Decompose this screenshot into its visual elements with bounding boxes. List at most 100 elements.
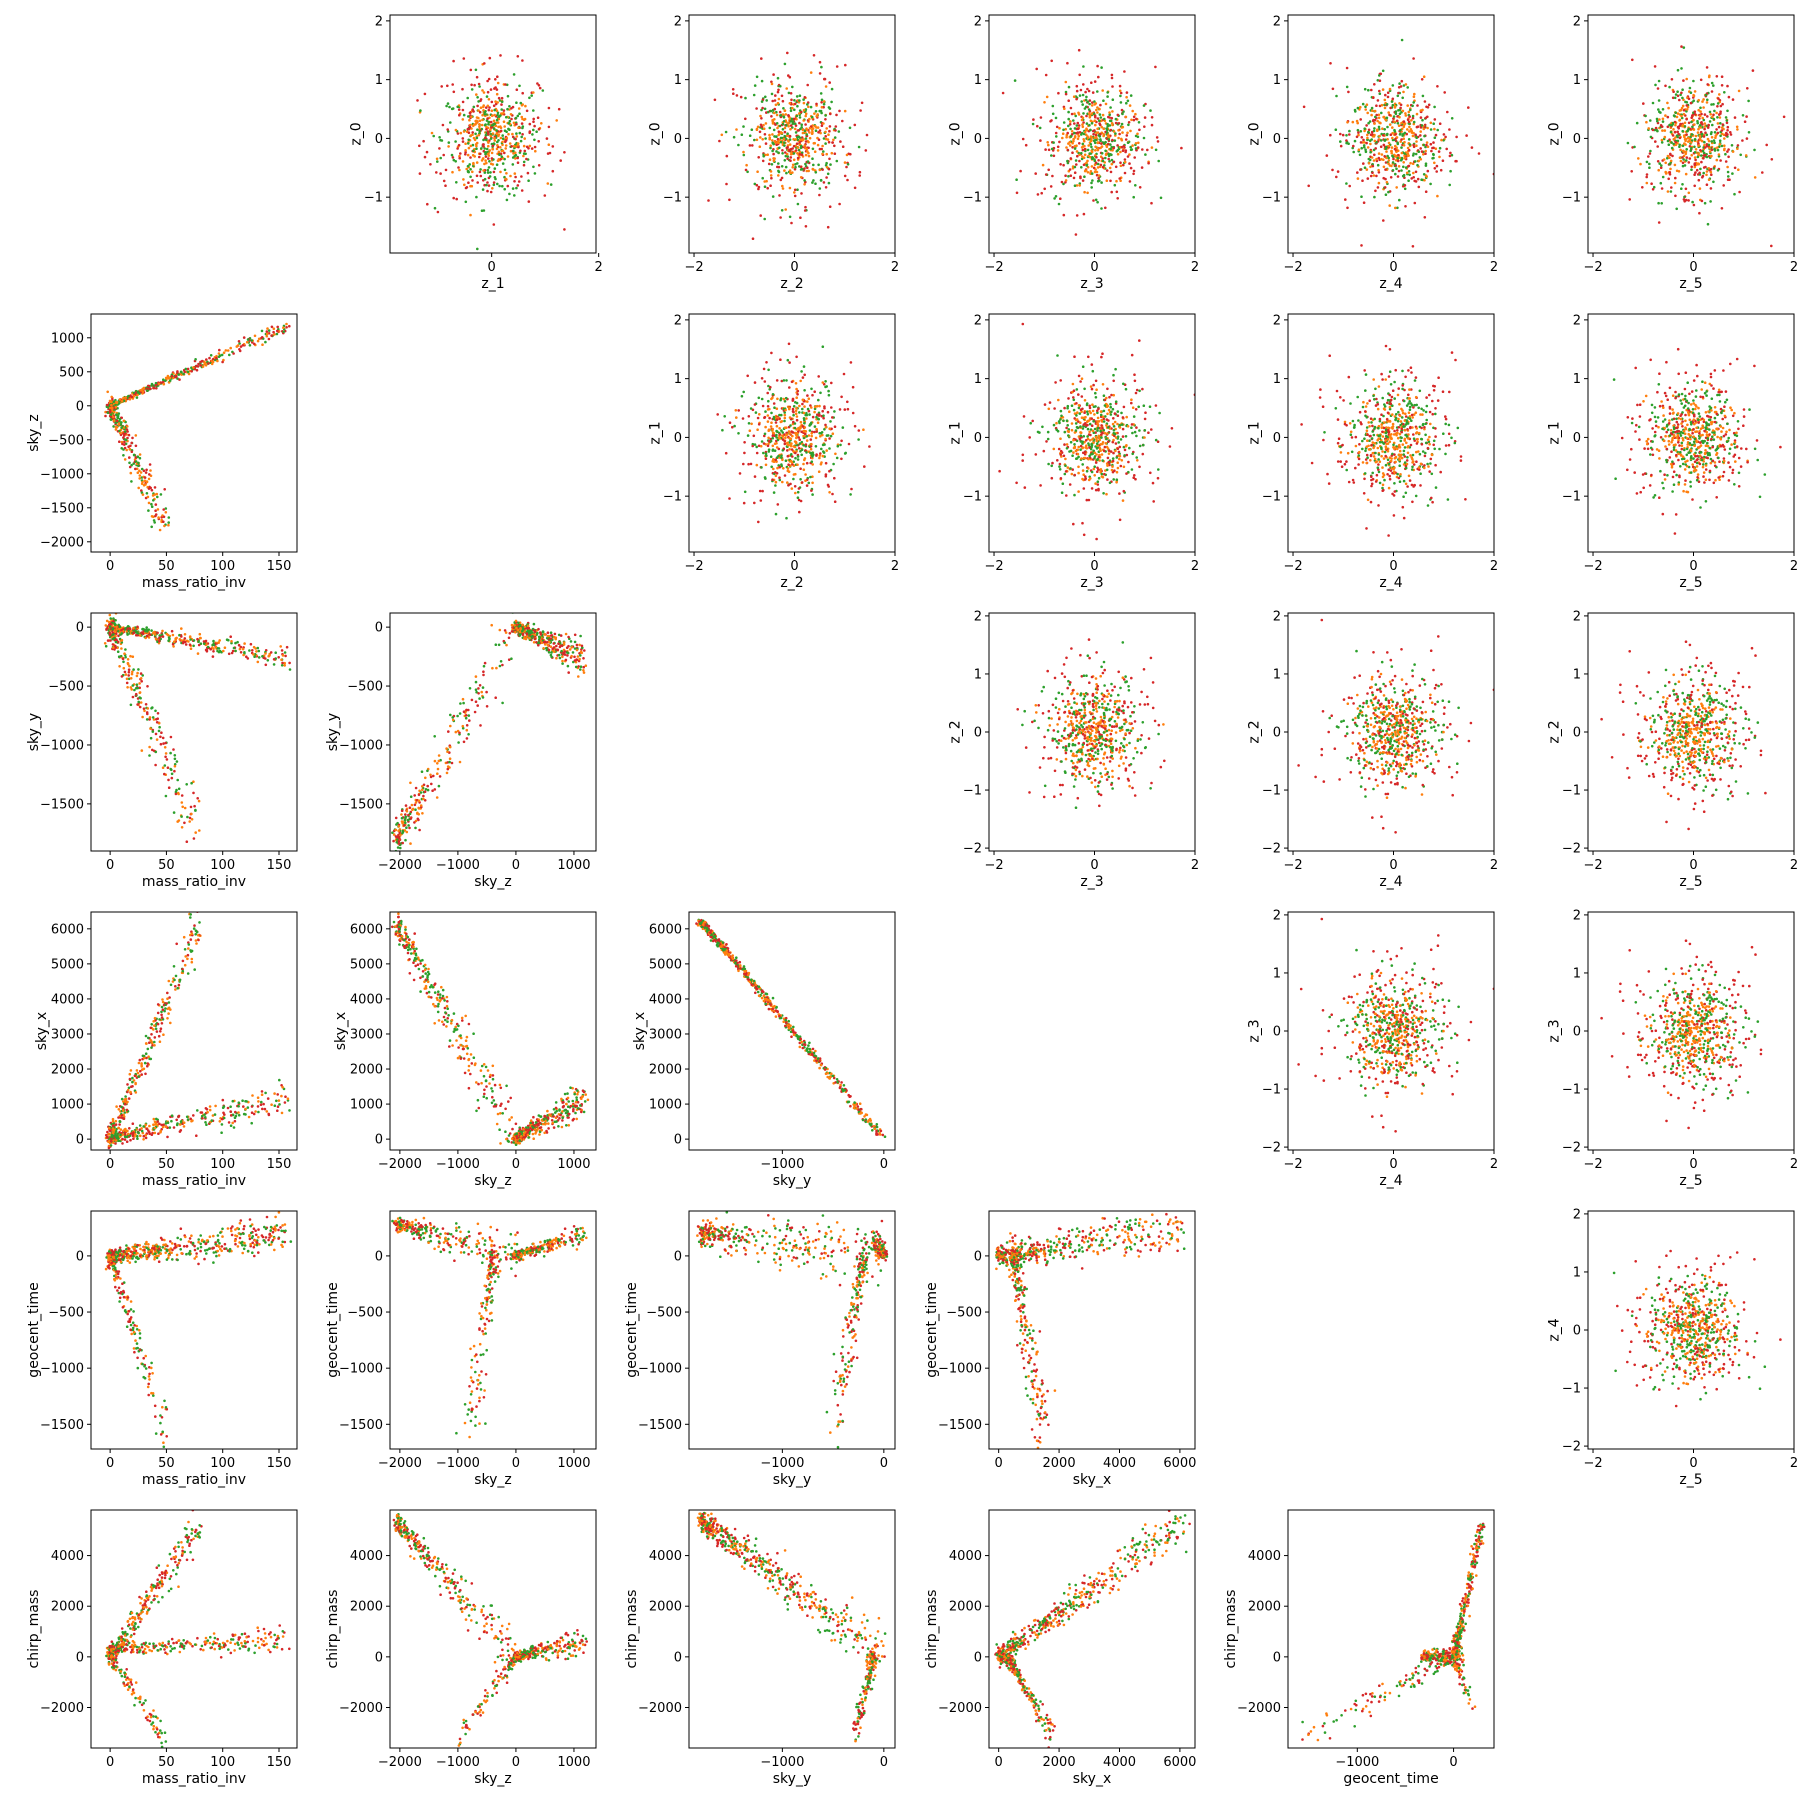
data-point [134,467,137,471]
data-point [1130,426,1133,430]
data-point [771,448,775,452]
data-point [496,144,499,147]
data-point [1403,131,1407,135]
data-point [833,152,837,155]
data-point [784,436,787,440]
data-point [773,406,776,410]
data-point [1088,102,1091,106]
data-point [818,456,821,460]
data-point [1670,123,1674,127]
data-point [1105,169,1109,172]
data-point [1091,179,1094,182]
data-point [902,433,905,436]
data-point [1661,117,1665,121]
data-point [505,136,509,140]
data-point [781,152,784,155]
data-point [1731,150,1735,153]
data-point [1683,125,1687,128]
data-point [490,157,494,160]
data-point [1050,154,1053,157]
data-point [765,454,768,458]
data-point [1105,179,1109,182]
data-point [755,183,759,187]
data-point [444,168,448,172]
data-point [772,491,776,494]
data-point [112,415,115,419]
data-point [837,130,841,133]
data-point [818,193,821,197]
data-point [1712,117,1716,121]
data-point [1398,112,1402,116]
data-point [1040,191,1043,195]
data-point [1417,185,1421,189]
data-point [763,185,767,188]
data-point [772,152,775,156]
data-point [490,100,494,104]
data-point [1086,87,1089,91]
data-point [1128,446,1131,450]
data-point [496,121,500,124]
data-point [1690,120,1693,124]
data-point [815,115,818,118]
data-point [1111,85,1114,88]
data-point [1651,128,1655,132]
data-point [776,438,780,442]
data-point [1693,165,1697,169]
data-point [1678,98,1681,102]
data-point [176,370,179,373]
data-point [789,482,792,486]
data-point [1637,157,1640,160]
data-point [817,470,821,474]
data-point [162,378,165,382]
data-point [812,168,815,171]
data-point [512,121,516,125]
data-point [1353,108,1357,112]
data-point [1412,95,1416,98]
data-point [1075,89,1079,93]
data-point [164,379,167,383]
data-point [811,147,815,151]
x-tick-label: −2 [1283,260,1302,275]
data-point [1109,413,1113,416]
data-point [833,476,836,480]
data-point [1745,137,1749,140]
data-point [1075,150,1079,153]
data-point [516,156,519,160]
y-tick-label: −2000 [40,535,84,550]
data-point [1395,119,1399,123]
data-point [1712,167,1716,170]
data-point [770,82,774,86]
data-point [1693,113,1697,116]
data-point [483,177,487,181]
data-point [770,80,773,84]
data-point [1699,114,1702,118]
data-point [803,457,807,460]
data-point [1698,211,1701,215]
data-point [1719,159,1722,162]
data-point [183,370,186,374]
data-point [807,434,811,437]
data-point [1682,98,1685,102]
data-point [122,454,125,457]
data-point [838,202,841,206]
data-point [501,162,505,165]
data-point [253,342,256,346]
data-point [1119,91,1123,95]
data-point [1099,132,1102,136]
data-point [1094,161,1098,165]
data-point [492,181,496,184]
data-point [1104,415,1107,418]
data-point [1085,95,1088,99]
data-point [1381,88,1385,91]
data-point [771,133,774,136]
data-point [1433,167,1437,170]
x-tick-label: 2 [891,260,899,275]
data-point [1096,127,1099,131]
data-point [1136,146,1140,149]
data-point [1688,145,1692,148]
data-point [1076,121,1080,125]
data-point [490,151,494,155]
data-point [1705,133,1709,137]
data-point [762,123,765,127]
data-point [1383,98,1387,102]
